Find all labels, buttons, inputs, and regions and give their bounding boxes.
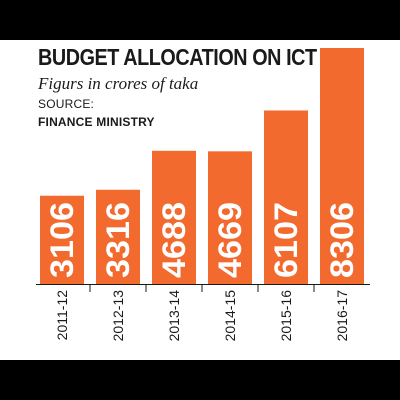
bar bbox=[320, 48, 364, 284]
source-value: FINANCE MINISTRY bbox=[38, 115, 155, 129]
bar-value-label: 3106 bbox=[44, 202, 80, 278]
x-tick-label: 2012-13 bbox=[110, 290, 126, 342]
chart-frame: BUDGET ALLOCATION ON ICT Figurs in crore… bbox=[0, 40, 400, 360]
bar bbox=[208, 151, 252, 284]
bar-value-label: 8306 bbox=[324, 202, 360, 278]
bar-value-label: 4688 bbox=[156, 202, 192, 278]
bar bbox=[264, 110, 308, 284]
chart-subtitle: Figurs in crores of taka bbox=[38, 74, 199, 93]
x-tick-label: 2013-14 bbox=[166, 290, 182, 342]
chart-title: BUDGET ALLOCATION ON ICT bbox=[38, 44, 317, 70]
bar bbox=[40, 195, 84, 284]
source-label: SOURCE: bbox=[38, 97, 95, 111]
x-tick-label: 2015-16 bbox=[278, 290, 294, 342]
bar-value-label: 6107 bbox=[268, 202, 304, 278]
bar-value-label: 3316 bbox=[100, 202, 136, 278]
x-tick-label: 2011-12 bbox=[54, 290, 70, 341]
x-tick-label: 2014-15 bbox=[222, 290, 238, 342]
bar-chart: 3106 2011-12 3316 2012-13 4688 2013-14 4669 201… bbox=[36, 48, 370, 342]
bar bbox=[152, 150, 196, 284]
x-tick-label: 2016-17 bbox=[334, 290, 350, 342]
bar bbox=[96, 189, 140, 284]
bar-value-label: 4669 bbox=[212, 202, 248, 278]
